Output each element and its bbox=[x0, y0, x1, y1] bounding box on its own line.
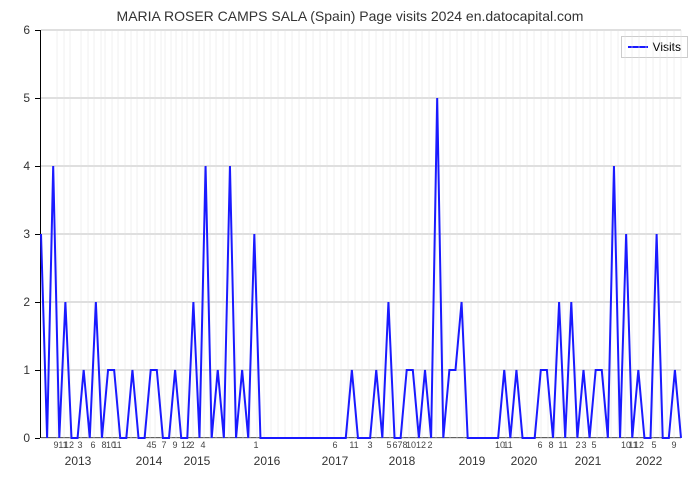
x-year-label: 2017 bbox=[322, 454, 349, 468]
plot-area bbox=[40, 30, 680, 438]
x-minor-label: 3 bbox=[581, 440, 586, 450]
x-minor-label: 2 bbox=[575, 440, 580, 450]
x-minor-label: 11 bbox=[503, 440, 512, 450]
y-tick-label: 1 bbox=[0, 363, 30, 377]
x-minor-label: 11 bbox=[558, 440, 567, 450]
x-minor-label: 1 bbox=[253, 440, 258, 450]
x-year-label: 2015 bbox=[184, 454, 211, 468]
x-minor-label: 12 bbox=[64, 440, 74, 450]
x-minor-label: 9 bbox=[671, 440, 676, 450]
x-minor-label: 2 bbox=[427, 440, 432, 450]
chart-container: MARIA ROSER CAMPS SALA (Spain) Page visi… bbox=[0, 0, 700, 500]
chart-svg bbox=[41, 30, 681, 438]
x-minor-label: 8 bbox=[548, 440, 553, 450]
x-year-label: 2022 bbox=[636, 454, 663, 468]
x-minor-label: 11 bbox=[112, 440, 121, 450]
y-tick-label: 6 bbox=[0, 23, 30, 37]
x-minor-label: 10 bbox=[406, 440, 416, 450]
x-minor-label: 9 bbox=[172, 440, 177, 450]
x-minor-label: 12 bbox=[634, 440, 644, 450]
x-minor-label: 2 bbox=[189, 440, 194, 450]
x-minor-label: 5 bbox=[591, 440, 596, 450]
y-tick-label: 0 bbox=[0, 431, 30, 445]
x-minor-label: 5 bbox=[151, 440, 156, 450]
x-minor-label: 3 bbox=[367, 440, 372, 450]
x-year-label: 2016 bbox=[254, 454, 281, 468]
x-year-label: 2014 bbox=[136, 454, 163, 468]
chart-title: MARIA ROSER CAMPS SALA (Spain) Page visi… bbox=[0, 8, 700, 24]
x-year-label: 2018 bbox=[389, 454, 416, 468]
x-minor-label: 6 bbox=[90, 440, 95, 450]
y-tick-label: 2 bbox=[0, 295, 30, 309]
x-minor-label: 6 bbox=[332, 440, 337, 450]
x-minor-label: 4 bbox=[200, 440, 205, 450]
x-year-label: 2020 bbox=[511, 454, 538, 468]
x-minor-label: 5 bbox=[386, 440, 391, 450]
x-minor-label: 7 bbox=[161, 440, 166, 450]
y-tick-label: 4 bbox=[0, 159, 30, 173]
y-tick-label: 3 bbox=[0, 227, 30, 241]
y-tick-label: 5 bbox=[0, 91, 30, 105]
x-year-label: 2013 bbox=[65, 454, 92, 468]
x-year-label: 2021 bbox=[575, 454, 602, 468]
x-minor-label: 11 bbox=[349, 440, 358, 450]
x-minor-label: 6 bbox=[537, 440, 542, 450]
x-year-label: 2019 bbox=[459, 454, 486, 468]
x-minor-label: 12 bbox=[416, 440, 426, 450]
x-minor-label: 3 bbox=[77, 440, 82, 450]
x-minor-label: 5 bbox=[651, 440, 656, 450]
